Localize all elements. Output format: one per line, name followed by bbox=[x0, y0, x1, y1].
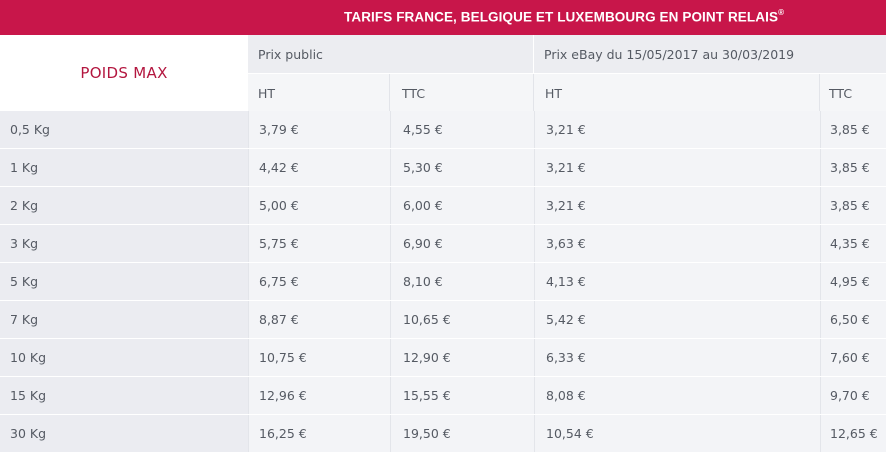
cell-ebay-ht: 3,63 € bbox=[534, 225, 820, 262]
cell-ebay-ttc: 4,35 € bbox=[820, 225, 886, 262]
cell-weight: 3 Kg bbox=[0, 225, 248, 262]
cell-public-ht: 4,42 € bbox=[248, 149, 390, 186]
cell-public-ttc: 6,00 € bbox=[390, 187, 534, 224]
cell-ebay-ht: 5,42 € bbox=[534, 301, 820, 338]
cell-public-ht: 5,75 € bbox=[248, 225, 390, 262]
registered-mark: ® bbox=[778, 8, 785, 17]
table-row: 0,5 Kg 3,79 €4,55 €3,21 €3,85 € bbox=[0, 111, 886, 148]
cell-public-ttc: 10,65 € bbox=[390, 301, 534, 338]
table-row: 2 Kg 5,00 €6,00 €3,21 €3,85 € bbox=[0, 187, 886, 224]
cell-weight: 30 Kg bbox=[0, 415, 248, 452]
cell-ebay-ttc: 6,50 € bbox=[820, 301, 886, 338]
cell-ebay-ht: 4,13 € bbox=[534, 263, 820, 300]
cell-weight: 5 Kg bbox=[0, 263, 248, 300]
subheader-public-ht: HT bbox=[248, 74, 390, 111]
subheader-ebay-ht: HT bbox=[534, 74, 820, 111]
subheader-public-ttc: TTC bbox=[390, 74, 534, 111]
cell-public-ttc: 8,10 € bbox=[390, 263, 534, 300]
cell-weight: 15 Kg bbox=[0, 377, 248, 414]
cell-public-ht: 6,75 € bbox=[248, 263, 390, 300]
table-title-text: TARIFS FRANCE, BELGIQUE ET LUXEMBOURG EN… bbox=[344, 9, 779, 25]
table-row: 7 Kg 8,87 €10,65 €5,42 €6,50 € bbox=[0, 301, 886, 338]
cell-weight: 1 Kg bbox=[0, 149, 248, 186]
group-header-ebay: Prix eBay du 15/05/2017 au 30/03/2019 bbox=[534, 35, 886, 73]
cell-public-ht: 5,00 € bbox=[248, 187, 390, 224]
cell-weight: 10 Kg bbox=[0, 339, 248, 376]
table-row: 30 Kg 16,25 €19,50 €10,54 €12,65 € bbox=[0, 415, 886, 452]
subheader-ebay-ttc: TTC bbox=[820, 74, 886, 111]
cell-weight: 2 Kg bbox=[0, 187, 248, 224]
weight-column-header: POIDS MAX bbox=[0, 35, 248, 110]
cell-ebay-ttc: 7,60 € bbox=[820, 339, 886, 376]
cell-ebay-ttc: 12,65 € bbox=[820, 415, 886, 452]
cell-public-ttc: 15,55 € bbox=[390, 377, 534, 414]
cell-public-ttc: 5,30 € bbox=[390, 149, 534, 186]
cell-ebay-ht: 3,21 € bbox=[534, 111, 820, 148]
cell-public-ht: 10,75 € bbox=[248, 339, 390, 376]
cell-weight: 7 Kg bbox=[0, 301, 248, 338]
cell-public-ttc: 12,90 € bbox=[390, 339, 534, 376]
weight-column-header-label: POIDS MAX bbox=[80, 63, 168, 82]
cell-ebay-ttc: 4,95 € bbox=[820, 263, 886, 300]
cell-public-ttc: 6,90 € bbox=[390, 225, 534, 262]
table-row: 3 Kg 5,75 €6,90 €3,63 €4,35 € bbox=[0, 225, 886, 262]
cell-ebay-ttc: 3,85 € bbox=[820, 149, 886, 186]
cell-ebay-ht: 3,21 € bbox=[534, 149, 820, 186]
cell-public-ht: 8,87 € bbox=[248, 301, 390, 338]
cell-weight: 0,5 Kg bbox=[0, 111, 248, 148]
cell-public-ht: 16,25 € bbox=[248, 415, 390, 452]
cell-public-ttc: 19,50 € bbox=[390, 415, 534, 452]
table-row: 10 Kg 10,75 €12,90 €6,33 €7,60 € bbox=[0, 339, 886, 376]
table-title: TARIFS FRANCE, BELGIQUE ET LUXEMBOURG EN… bbox=[344, 8, 785, 25]
table-row: 1 Kg 4,42 €5,30 €3,21 €3,85 € bbox=[0, 149, 886, 186]
cell-ebay-ht: 6,33 € bbox=[534, 339, 820, 376]
table-title-bar: TARIFS FRANCE, BELGIQUE ET LUXEMBOURG EN… bbox=[0, 0, 886, 35]
table-row: 15 Kg 12,96 €15,55 €8,08 €9,70 € bbox=[0, 377, 886, 414]
cell-public-ht: 3,79 € bbox=[248, 111, 390, 148]
cell-ebay-ht: 10,54 € bbox=[534, 415, 820, 452]
group-header-public: Prix public bbox=[248, 35, 534, 73]
cell-ebay-ttc: 3,85 € bbox=[820, 187, 886, 224]
table-row: 5 Kg 6,75 €8,10 €4,13 €4,95 € bbox=[0, 263, 886, 300]
cell-ebay-ttc: 9,70 € bbox=[820, 377, 886, 414]
cell-ebay-ht: 8,08 € bbox=[534, 377, 820, 414]
cell-ebay-ttc: 3,85 € bbox=[820, 111, 886, 148]
cell-public-ttc: 4,55 € bbox=[390, 111, 534, 148]
cell-ebay-ht: 3,21 € bbox=[534, 187, 820, 224]
cell-public-ht: 12,96 € bbox=[248, 377, 390, 414]
